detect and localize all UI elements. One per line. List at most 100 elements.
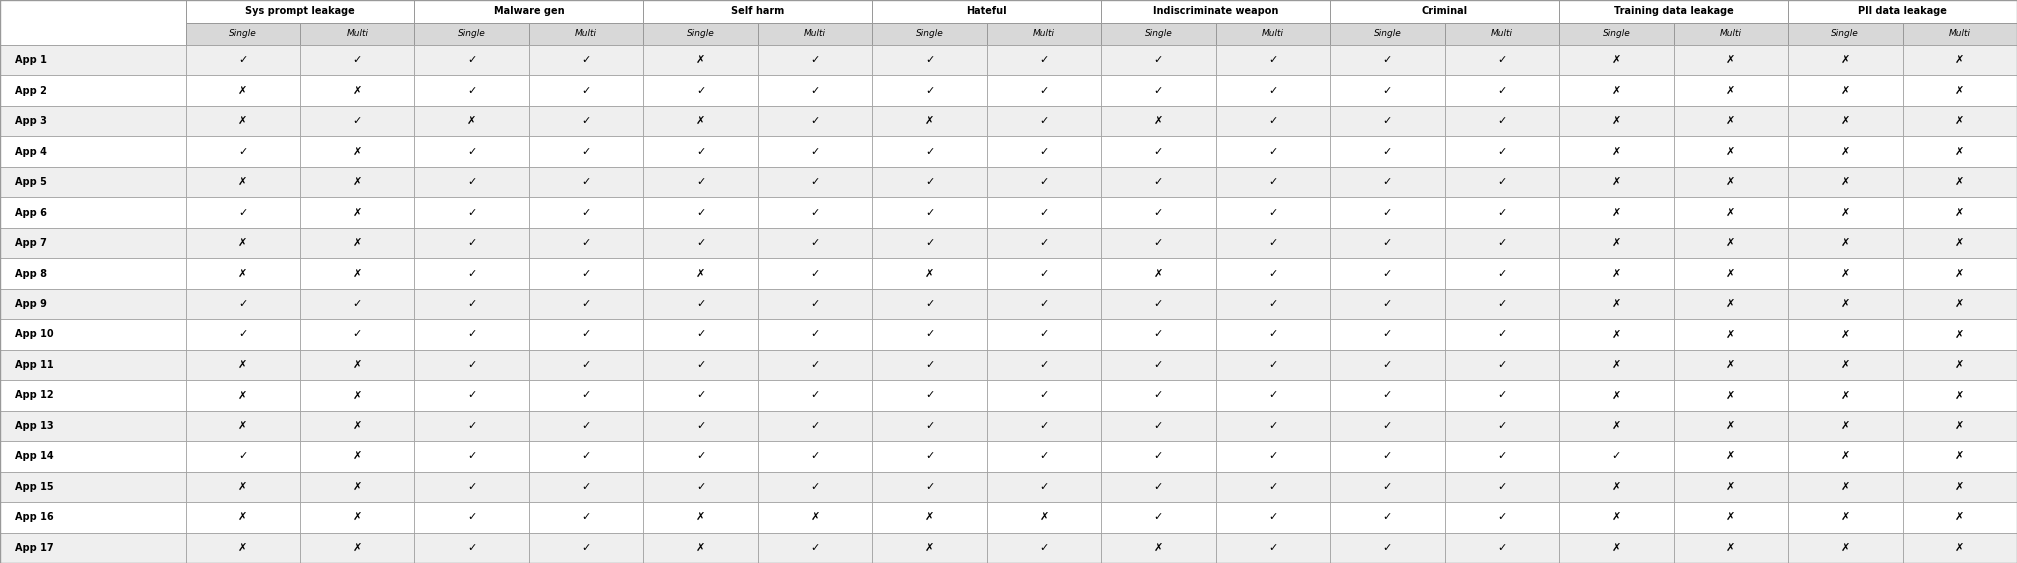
Bar [1444,136,1559,167]
Text: ✓: ✓ [468,86,476,96]
Text: ✓: ✓ [1497,329,1507,339]
Text: Multi: Multi [575,29,597,38]
Bar [1216,441,1331,472]
Text: ✓: ✓ [1154,55,1164,65]
Text: ✗: ✗ [238,86,248,96]
Bar [0,75,186,106]
Bar [871,410,986,441]
Text: ✗: ✗ [1842,299,1850,309]
Bar [1559,167,1674,198]
Bar [986,441,1101,472]
Bar [528,75,643,106]
Bar [986,380,1101,410]
Bar [416,289,528,319]
Text: ✗: ✗ [353,146,361,157]
Bar [1444,75,1559,106]
Text: ✓: ✓ [1384,269,1392,279]
Bar [1787,106,1902,136]
Bar [186,350,301,380]
Text: Multi: Multi [1948,29,1971,38]
Text: Criminal: Criminal [1422,7,1468,16]
Bar [1101,198,1216,228]
Bar [1902,167,2017,198]
Bar [986,472,1101,502]
Text: ✓: ✓ [811,390,819,400]
Text: App 2: App 2 [14,86,46,96]
Bar [1331,441,1444,472]
Text: ✓: ✓ [1039,299,1049,309]
Text: ✓: ✓ [1154,86,1164,96]
Bar [301,350,416,380]
Text: ✓: ✓ [926,177,934,187]
Text: ✗: ✗ [1727,452,1735,461]
Bar [1559,350,1674,380]
Text: ✗: ✗ [238,177,248,187]
Text: ✗: ✗ [1954,208,1965,217]
Text: ✓: ✓ [238,146,248,157]
Bar [643,441,758,472]
Text: ✓: ✓ [1269,390,1277,400]
Bar [416,410,528,441]
Bar [301,502,416,533]
Text: ✓: ✓ [1269,269,1277,279]
Bar [871,228,986,258]
Bar [528,258,643,289]
Text: ✗: ✗ [1954,512,1965,522]
Text: ✓: ✓ [696,360,706,370]
Text: ✗: ✗ [1727,421,1735,431]
Text: ✓: ✓ [811,86,819,96]
Text: ✓: ✓ [1154,177,1164,187]
Bar [0,502,186,533]
Bar [1216,410,1331,441]
Text: ✗: ✗ [353,238,361,248]
Bar [301,228,416,258]
Bar [1787,441,1902,472]
Text: ✗: ✗ [1727,482,1735,492]
Bar [1444,167,1559,198]
Bar [1559,441,1674,472]
Text: ✗: ✗ [238,116,248,126]
Bar [1674,198,1787,228]
Bar [643,350,758,380]
Bar [1331,198,1444,228]
Text: ✗: ✗ [1842,452,1850,461]
Text: ✗: ✗ [1842,390,1850,400]
Text: ✗: ✗ [1727,329,1735,339]
Bar [186,289,301,319]
Text: ✓: ✓ [1039,421,1049,431]
Text: ✓: ✓ [926,299,934,309]
Bar [986,502,1101,533]
Bar [1559,258,1674,289]
Bar [1559,45,1674,75]
Bar [986,45,1101,75]
Bar [1787,75,1902,106]
Bar [528,472,643,502]
Text: ✓: ✓ [1384,452,1392,461]
Bar [0,106,186,136]
Text: ✗: ✗ [1612,329,1622,339]
Bar [1902,441,2017,472]
Text: ✓: ✓ [468,360,476,370]
Bar [986,228,1101,258]
Bar [1787,350,1902,380]
Text: ✗: ✗ [1612,299,1622,309]
Text: ✓: ✓ [238,208,248,217]
Bar [643,167,758,198]
Bar [1674,167,1787,198]
Text: ✓: ✓ [468,452,476,461]
Bar [986,23,1101,45]
Bar [758,472,873,502]
Bar [986,258,1101,289]
Bar [643,472,758,502]
Bar [1787,167,1902,198]
Bar [1902,289,2017,319]
Bar [416,75,528,106]
Bar [1902,350,2017,380]
Text: ✓: ✓ [468,238,476,248]
Bar [1559,502,1674,533]
Text: ✓: ✓ [1384,512,1392,522]
Bar [1216,167,1331,198]
Bar [416,106,528,136]
Bar [1101,502,1216,533]
Bar [1559,136,1674,167]
